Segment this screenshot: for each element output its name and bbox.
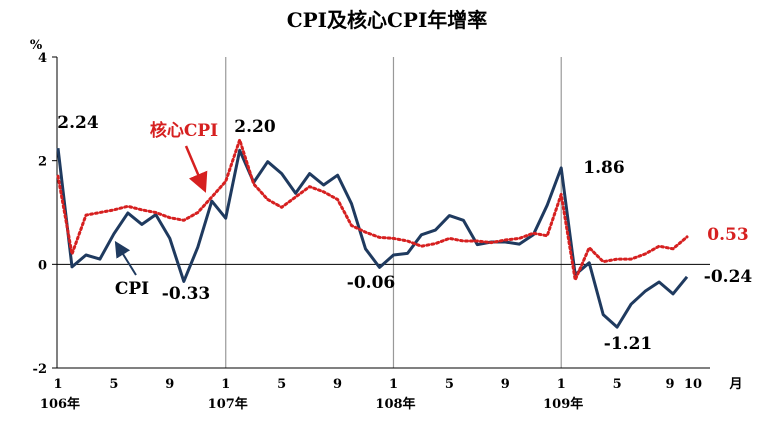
data-label: -0.24 xyxy=(704,267,753,287)
x-unit-label: 月 xyxy=(728,377,742,392)
x-tick-label: 1 xyxy=(53,377,62,392)
x-tick-label: 9 xyxy=(165,377,174,392)
x-tick-label: 1 xyxy=(389,377,398,392)
data-label: 2.24 xyxy=(57,113,99,133)
x-tick-label: 5 xyxy=(613,377,622,392)
x-tick-label: 1 xyxy=(221,377,230,392)
data-label: 2.20 xyxy=(234,117,276,137)
x-tick-label: 5 xyxy=(277,377,286,392)
x-tick-label: 1 xyxy=(557,377,566,392)
core-cpi-series-label: 核心CPI xyxy=(150,120,218,141)
cpi-arrow xyxy=(114,240,137,276)
cpi-series-label: CPI xyxy=(115,279,149,299)
x-tick-label: 5 xyxy=(445,377,454,392)
data-label: -0.06 xyxy=(347,273,395,293)
data-label: 1.86 xyxy=(583,158,624,178)
y-tick-label: 4 xyxy=(38,51,47,66)
label-layer: 2.24 -0.33 2.20 -0.06 1.86 -1.21 -0.24 0.53 CPI 核… xyxy=(57,113,752,354)
y-unit-label: % xyxy=(30,38,43,53)
year-label: 107年 xyxy=(208,396,248,412)
x-tick-label: 9 xyxy=(333,377,342,392)
data-label: -1.21 xyxy=(604,334,652,354)
core-cpi-line xyxy=(56,138,689,282)
year-label: 108年 xyxy=(375,396,415,412)
y-tick-label: 0 xyxy=(38,258,47,273)
year-label: 109年 xyxy=(543,396,583,412)
x-tick-label: 9 xyxy=(501,377,510,392)
y-tick-label: 2 xyxy=(38,155,47,170)
y-tick-label: -2 xyxy=(33,362,47,377)
x-tick-label: 5 xyxy=(109,377,118,392)
data-label: 0.53 xyxy=(707,225,748,245)
data-label: -0.33 xyxy=(162,284,210,304)
grid-layer xyxy=(225,57,562,368)
core-cpi-arrow xyxy=(184,145,208,193)
axis-layer: 4 2 0 -2% 1 5 9 1 5 9 1 5 9 1 5 9 10 月 106年 107年 108年 109年 xyxy=(30,38,743,412)
series-layer xyxy=(56,138,689,329)
x-tick-label: 9 xyxy=(666,377,675,392)
x-tick-label: 10 xyxy=(684,377,702,392)
year-label: 106年 xyxy=(40,396,80,412)
chart-title: CPI及核心CPI年增率 xyxy=(286,8,488,32)
cpi-line xyxy=(56,148,689,329)
